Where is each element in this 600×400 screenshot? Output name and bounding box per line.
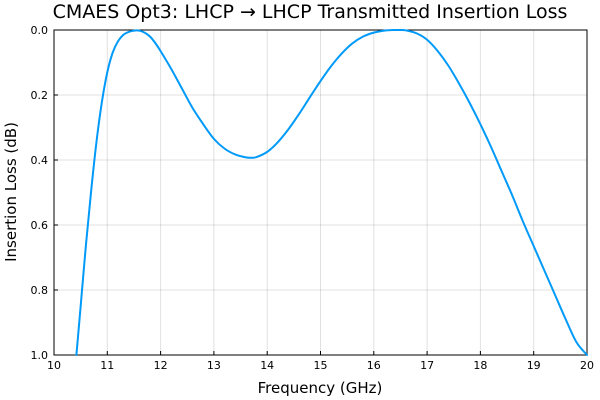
grid-lines (53, 29, 588, 356)
y-tick-label: 0.4 (31, 154, 49, 167)
x-tick-label: 14 (260, 359, 274, 372)
x-tick-label: 12 (154, 359, 168, 372)
y-tick-label: 0.8 (31, 284, 49, 297)
series-line (75, 28, 588, 356)
x-tick-label: 10 (47, 359, 61, 372)
chart-title: CMAES Opt3: LHCP → LHCP Transmitted Inse… (53, 1, 568, 23)
y-axis-label: Insertion Loss (dB) (2, 122, 20, 262)
x-tick-label: 17 (420, 359, 434, 372)
x-tick-label: 11 (100, 359, 114, 372)
x-tick-label: 16 (367, 359, 381, 372)
y-tick-label: 1.0 (31, 349, 49, 362)
y-tick-label: 0.6 (31, 219, 49, 232)
x-tick-label: 13 (207, 359, 221, 372)
x-axis-label: Frequency (GHz) (258, 379, 383, 397)
x-tick-label: 15 (314, 359, 328, 372)
x-tick-label: 20 (580, 359, 594, 372)
series-layer (75, 28, 588, 356)
x-tick-label: 18 (473, 359, 487, 372)
y-tick-label: 0.2 (31, 89, 49, 102)
x-tick-label: 19 (527, 359, 541, 372)
y-tick-label: 0.0 (31, 24, 49, 37)
axis-ticks: 10 11 12 13 14 15 16 17 18 19 20 0.0 0.2 0.4 0.6 0.8 1.0 (31, 24, 595, 372)
